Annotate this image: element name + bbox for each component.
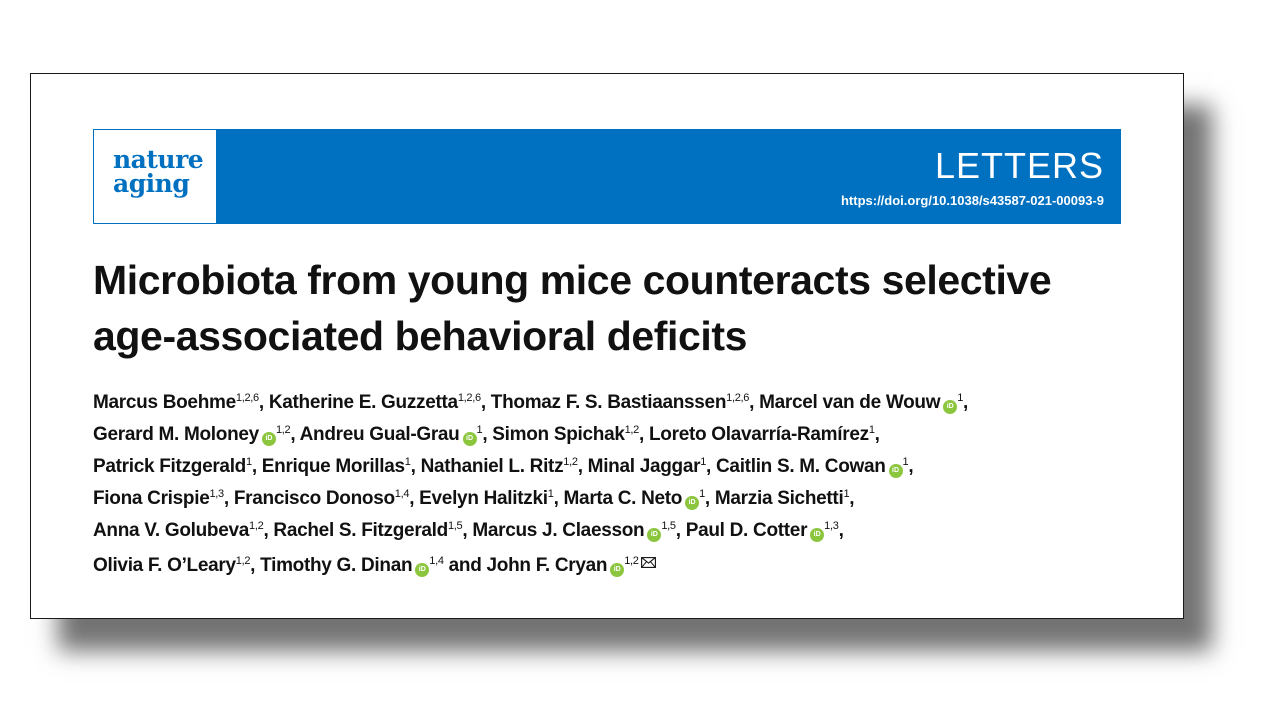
affiliation-sup: 1	[902, 456, 909, 468]
affiliation-sup: 1,2,6	[457, 392, 481, 404]
affiliation-sup: 1,4	[429, 555, 444, 567]
author-name[interactable]: Loreto Olavarría-Ramírez	[648, 424, 869, 445]
orcid-icon[interactable]: iD	[810, 528, 825, 542]
author-name[interactable]: Rachel S. Fitzgerald	[273, 520, 448, 541]
affiliation-sup: 1,2	[235, 555, 251, 567]
author-name[interactable]: Patrick Fitzgerald	[93, 456, 246, 477]
title-line-2: age-associated behavioral deficits	[93, 313, 748, 359]
affiliation-sup: 1,4	[394, 488, 410, 500]
orcid-icon[interactable]: iD	[462, 432, 477, 446]
author-line-3: Patrick Fitzgerald1, Enrique Morillas1, …	[93, 456, 914, 478]
author-line-1: Marcus Boehme1,2,6, Katherine E. Guzzett…	[93, 392, 969, 414]
affiliation-sup: 1,2	[624, 424, 640, 436]
author-name[interactable]: Enrique Morillas	[261, 456, 405, 477]
author-name[interactable]: John F. Cryan	[486, 555, 608, 576]
envelope-icon[interactable]	[640, 547, 656, 579]
affiliation-sup: 1	[476, 424, 483, 436]
doi-link[interactable]: https://doi.org/10.1038/s43587-021-00093…	[840, 193, 1104, 208]
author-name[interactable]: Marcus Boehme	[93, 392, 236, 413]
affiliation-sup: 1,5	[661, 520, 676, 532]
affiliation-sup: 1	[700, 456, 707, 468]
affiliation-sup: 1	[868, 424, 875, 436]
affiliation-sup: 1,2	[563, 456, 578, 468]
affiliation-sup: 1,2	[249, 520, 264, 532]
author-name[interactable]: Marta C. Neto	[563, 488, 683, 509]
affiliation-sup: 1	[957, 392, 964, 404]
author-name[interactable]: Marcus J. Claesson	[472, 520, 645, 541]
and-conjunction: and	[448, 555, 482, 576]
author-name[interactable]: Katherine E. Guzzetta	[268, 392, 458, 413]
orcid-icon[interactable]: iD	[647, 528, 662, 542]
author-name[interactable]: Francisco Donoso	[233, 488, 395, 509]
section-label: LETTERS	[934, 145, 1104, 186]
author-name[interactable]: Simon Spichak	[492, 424, 625, 445]
affiliation-sup: 1	[843, 488, 850, 500]
author-line-5: Anna V. Golubeva1,2, Rachel S. Fitzgeral…	[93, 520, 844, 542]
affiliation-sup: 1,2	[624, 555, 639, 567]
orcid-icon[interactable]: iD	[685, 496, 700, 510]
author-name[interactable]: Paul D. Cotter	[685, 520, 808, 541]
journal-banner: nature aging LETTERS https://doi.org/10.…	[93, 129, 1121, 224]
affiliation-sup: 1,2,6	[235, 392, 259, 404]
affiliation-sup: 1	[404, 456, 411, 468]
logo-line-2: aging	[113, 169, 190, 198]
author-list: Marcus Boehme1,2,6, Katherine E. Guzzett…	[93, 387, 1153, 582]
title-line-1: Microbiota from young mice counteracts s…	[93, 257, 1052, 303]
author-name[interactable]: Evelyn Halitzki	[419, 488, 548, 509]
author-name[interactable]: Fiona Crispie	[93, 488, 210, 509]
author-name[interactable]: Gerard M. Moloney	[93, 424, 259, 445]
logo-text: nature aging	[113, 145, 204, 198]
author-name[interactable]: Caitlin S. M. Cowan	[716, 456, 886, 477]
affiliation-sup: 1,5	[447, 520, 463, 532]
orcid-icon[interactable]: iD	[261, 432, 276, 446]
author-name[interactable]: Olivia F. O’Leary	[93, 555, 236, 576]
orcid-icon[interactable]: iD	[943, 400, 958, 414]
affiliation-sup: 1	[699, 488, 705, 500]
author-name[interactable]: Andreu Gual-Grau	[299, 424, 460, 445]
author-name[interactable]: Nathaniel L. Ritz	[420, 456, 564, 477]
author-name[interactable]: Minal Jaggar	[587, 456, 701, 477]
author-name[interactable]: Anna V. Golubeva	[93, 520, 250, 541]
orcid-icon[interactable]: iD	[610, 563, 625, 577]
logo-line-1: nature	[113, 145, 204, 174]
affiliation-sup: 1	[245, 456, 252, 468]
orcid-icon[interactable]: iD	[415, 563, 430, 577]
author-line-6: Olivia F. O’Leary1,2, Timothy G. Dinan iD…	[93, 547, 1153, 582]
affiliation-sup: 1,2,6	[726, 392, 750, 404]
article-header-card: nature aging LETTERS https://doi.org/10.…	[30, 73, 1184, 619]
author-name[interactable]: Thomaz F. S. Bastiaanssen	[490, 392, 727, 413]
author-name[interactable]: Timothy G. Dinan	[260, 555, 413, 576]
journal-logo[interactable]: nature aging	[94, 130, 216, 223]
article-title: Microbiota from young mice counteracts s…	[93, 252, 1153, 364]
affiliation-sup: 1,3	[824, 520, 839, 532]
author-name[interactable]: Marzia Sichetti	[714, 488, 844, 509]
affiliation-sup: 1,2	[275, 424, 291, 436]
affiliation-sup: 1	[547, 488, 554, 500]
author-line-4: Fiona Crispie1,3, Francisco Donoso1,4, E…	[93, 488, 855, 510]
affiliation-sup: 1,3	[209, 488, 224, 500]
author-line-2: Gerard M. Moloney iD1,2, Andreu Gual-Grau…	[93, 424, 880, 446]
author-name[interactable]: Marcel van de Wouw	[759, 392, 941, 413]
orcid-icon[interactable]: iD	[888, 464, 903, 478]
